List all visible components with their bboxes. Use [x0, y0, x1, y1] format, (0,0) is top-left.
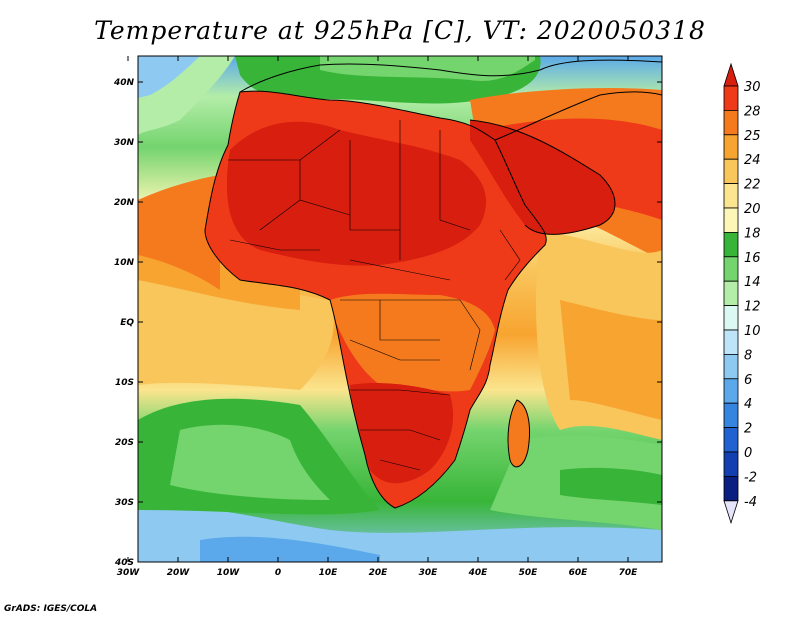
- lon-tick-label: 50E: [519, 568, 539, 578]
- lon-tick-label: 10E: [319, 568, 339, 578]
- colorbar-label: 28: [744, 104, 761, 119]
- lon-tick-label: 30W: [117, 568, 141, 578]
- lon-tick-label: 30E: [419, 568, 439, 578]
- lat-tick-label: 20N: [114, 198, 135, 208]
- colorbar-label: 6: [744, 373, 752, 388]
- colorbar-label: 12: [744, 300, 761, 315]
- colorbar-segment: [723, 256, 739, 282]
- colorbar-segment: [723, 353, 739, 380]
- colorbar-label: 4: [744, 397, 752, 412]
- lon-tick-label: 40E: [468, 568, 489, 578]
- credit-text: GrADS: IGES/COLA: [4, 604, 98, 614]
- latitude-axis: 40N 30N 20N 10N EQ 10S 20S 30S 40S: [113, 78, 135, 568]
- colorbar-label: 14: [744, 275, 761, 290]
- colorbar-label: 10: [744, 324, 761, 339]
- colorbar-segment: [723, 427, 739, 453]
- colorbar-label: 24: [744, 153, 761, 168]
- colorbar-segment: [723, 183, 739, 209]
- axis-ticks: [127, 56, 662, 563]
- lat-tick-label: 10S: [115, 378, 134, 388]
- lat-tick-label: 40N: [113, 78, 135, 88]
- lat-tick-label: EQ: [120, 318, 134, 328]
- colorbar-segment: [723, 110, 739, 136]
- colorbar-label: 8: [744, 348, 752, 363]
- colorbar-label: 20: [744, 202, 761, 217]
- lon-tick-label: 60E: [569, 568, 589, 578]
- temperature-field: [138, 56, 662, 562]
- lat-tick-label: 40S: [114, 558, 134, 568]
- lon-tick-label: 10W: [217, 568, 241, 578]
- colorbar-label: 2: [744, 422, 752, 437]
- colorbar: [723, 62, 739, 525]
- colorbar-label: -4: [744, 495, 757, 510]
- colorbar-label: -2: [744, 470, 757, 485]
- colorbar-segment: [723, 231, 739, 258]
- lon-tick-label: 20W: [167, 568, 191, 578]
- colorbar-segment: [723, 134, 739, 160]
- colorbar-segment: [723, 158, 739, 184]
- colorbar-segment: [723, 475, 739, 502]
- colorbar-label: 18: [744, 226, 761, 241]
- lon-tick-label: 70E: [619, 568, 639, 578]
- colorbar-segment: [723, 85, 739, 111]
- lat-tick-label: 10N: [114, 258, 135, 268]
- lat-tick-label: 30S: [115, 498, 134, 508]
- country-borders: [228, 120, 521, 471]
- colorbar-segment: [723, 402, 739, 429]
- lon-tick-label: 20E: [369, 568, 389, 578]
- colorbar-label: 16: [744, 251, 761, 266]
- colorbar-label: 0: [744, 446, 752, 461]
- colorbar-segment: [723, 305, 739, 331]
- map-frame: [137, 55, 663, 563]
- colorbar-segment: [723, 207, 739, 233]
- colorbar-segment: [723, 280, 739, 307]
- colorbar-segment: [723, 451, 739, 477]
- map-title: Temperature at 925hPa [C], VT: 202005031…: [94, 16, 706, 45]
- colorbar-label: 22: [744, 178, 761, 193]
- colorbar-label: 30: [744, 80, 761, 95]
- lat-tick-label: 30N: [114, 138, 135, 148]
- colorbar-max-arrow: [723, 62, 739, 87]
- coastlines: [204, 59, 662, 509]
- longitude-axis: 30W 20W 10W 0 10E 20E 30E 40E 50E 60E 70E: [117, 568, 638, 578]
- colorbar-label: 25: [744, 129, 761, 144]
- lat-tick-label: 20S: [115, 438, 134, 448]
- colorbar-min-arrow: [723, 500, 739, 525]
- lon-tick-label: 0: [275, 568, 281, 578]
- colorbar-segment: [723, 329, 739, 355]
- colorbar-segment: [723, 378, 739, 404]
